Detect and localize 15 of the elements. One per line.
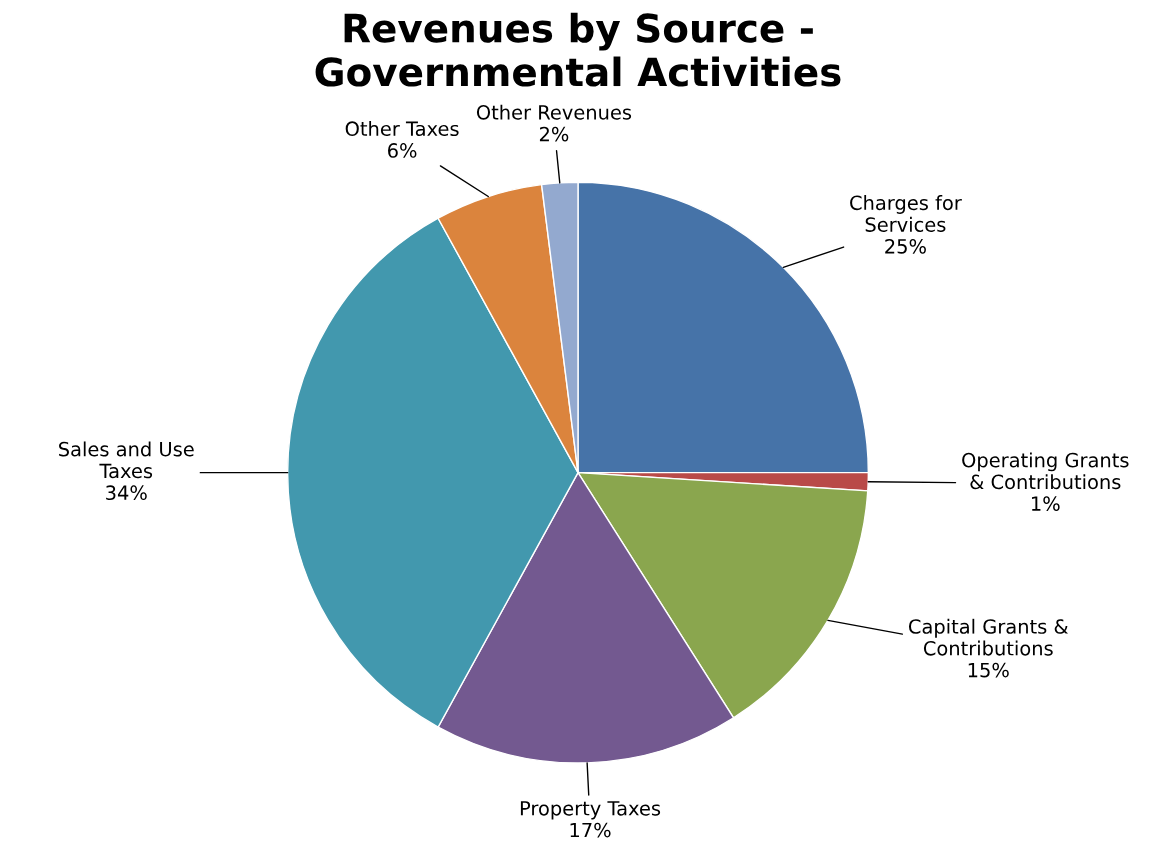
slice-label: Other Taxes <box>345 120 459 137</box>
chart-title: Revenues by Source - Governmental Activities <box>315 12 841 87</box>
data-label: 1% <box>1031 496 1060 511</box>
data-label: 15% <box>968 662 1009 678</box>
slice-label: Operating Grants & Contributions <box>962 452 1129 490</box>
slice-label: Charges for Services <box>850 195 962 232</box>
slice-label: Other Revenues <box>476 104 632 120</box>
data-label: 17% <box>570 822 611 838</box>
slice-label: Capital Grants & Contributions <box>908 618 1069 656</box>
slice-label: Sales and Use Taxes <box>59 441 194 479</box>
slice-label: Property Taxes <box>520 801 661 820</box>
data-label: 34% <box>106 485 147 501</box>
data-label: 6% <box>388 143 417 158</box>
data-label: 2% <box>539 126 569 142</box>
data-label: 25% <box>885 238 926 254</box>
